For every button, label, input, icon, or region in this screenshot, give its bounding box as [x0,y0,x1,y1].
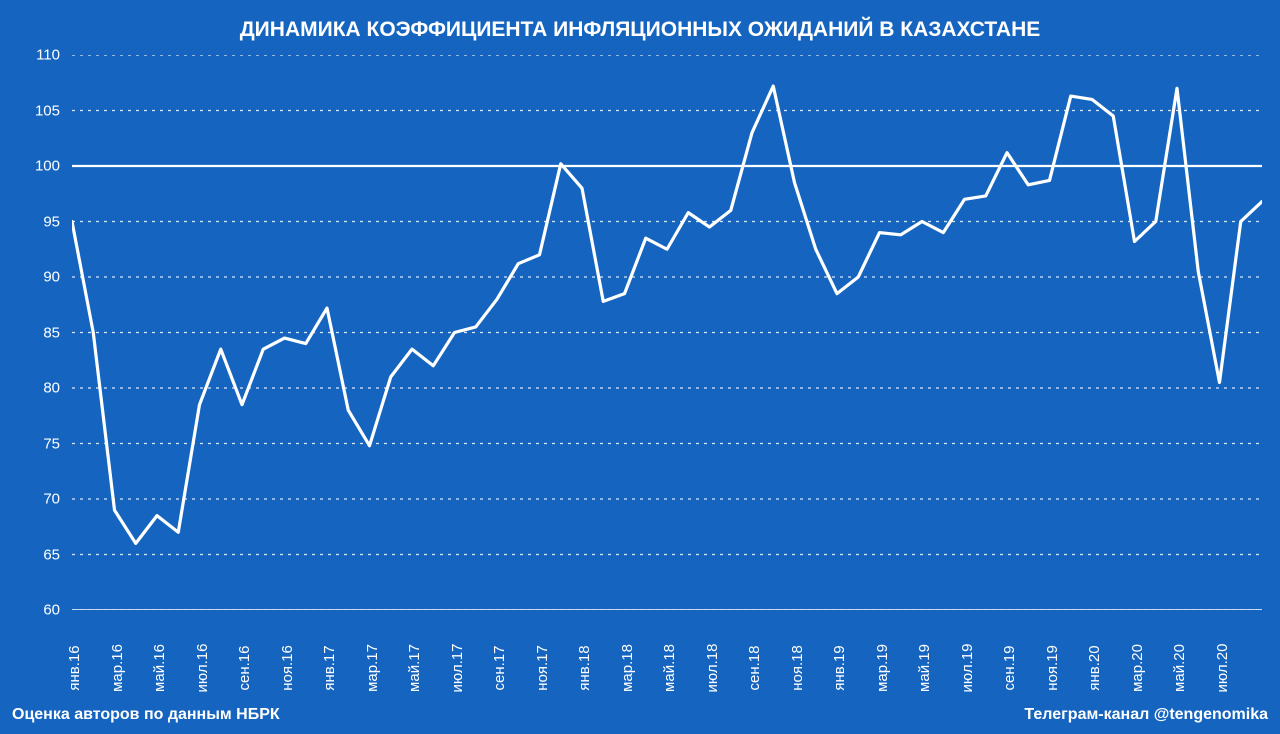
x-tick-label: июл.20 [1214,644,1231,693]
x-tick-label: ноя.19 [1044,645,1061,691]
x-tick-label: май.20 [1171,644,1188,692]
x-tick-label: мар.19 [874,644,891,692]
y-tick-label: 75 [43,435,60,452]
chart-container: ДИНАМИКА КОЭФФИЦИЕНТА ИНФЛЯЦИОННЫХ ОЖИДА… [0,0,1280,734]
x-tick-label: сен.19 [1001,646,1018,691]
x-tick-label: янв.19 [831,645,848,690]
x-tick-label: июл.19 [959,644,976,693]
y-tick-label: 70 [43,491,60,508]
x-tick-label: сен.18 [746,646,763,691]
x-tick-label: июл.18 [704,644,721,693]
x-tick-label: май.17 [406,644,423,692]
x-tick-label: июл.17 [449,644,466,693]
x-tick-label: сен.17 [491,646,508,691]
x-tick-label: май.18 [661,644,678,692]
y-tick-label: 110 [36,47,60,64]
x-tick-label: янв.20 [1086,645,1103,690]
x-tick-label: янв.17 [321,645,338,690]
y-tick-label: 100 [35,158,60,175]
x-tick-label: сен.16 [236,646,253,691]
footer-right: Телеграм-канал @tengenomika [1024,706,1268,724]
x-tick-label: май.16 [151,644,168,692]
x-tick-label: ноя.17 [534,645,551,691]
y-tick-label: 95 [43,213,60,230]
plot-area [72,55,1262,610]
y-tick-label: 90 [43,269,60,286]
x-tick-label: мар.17 [364,644,381,692]
x-tick-label: мар.18 [619,644,636,692]
plot-svg [72,55,1262,610]
chart-title: ДИНАМИКА КОЭФФИЦИЕНТА ИНФЛЯЦИОННЫХ ОЖИДА… [0,18,1280,42]
x-tick-label: май.19 [916,644,933,692]
x-axis-labels: янв.16мар.16май.16июл.16сен.16ноя.16янв.… [72,620,1262,710]
footer-left: Оценка авторов по данным НБРК [12,706,280,724]
y-tick-label: 105 [35,102,60,119]
y-tick-label: 80 [43,380,60,397]
x-tick-label: мар.20 [1129,644,1146,692]
x-tick-label: янв.16 [66,645,83,690]
x-tick-label: ноя.16 [279,645,296,691]
x-tick-label: ноя.18 [789,645,806,691]
y-axis-labels: 6065707580859095100105110 [0,55,60,610]
x-tick-label: июл.16 [194,644,211,693]
y-tick-label: 65 [43,546,60,563]
x-tick-label: мар.16 [109,644,126,692]
x-tick-label: янв.18 [576,645,593,690]
y-tick-label: 85 [43,324,60,341]
y-tick-label: 60 [43,602,60,619]
